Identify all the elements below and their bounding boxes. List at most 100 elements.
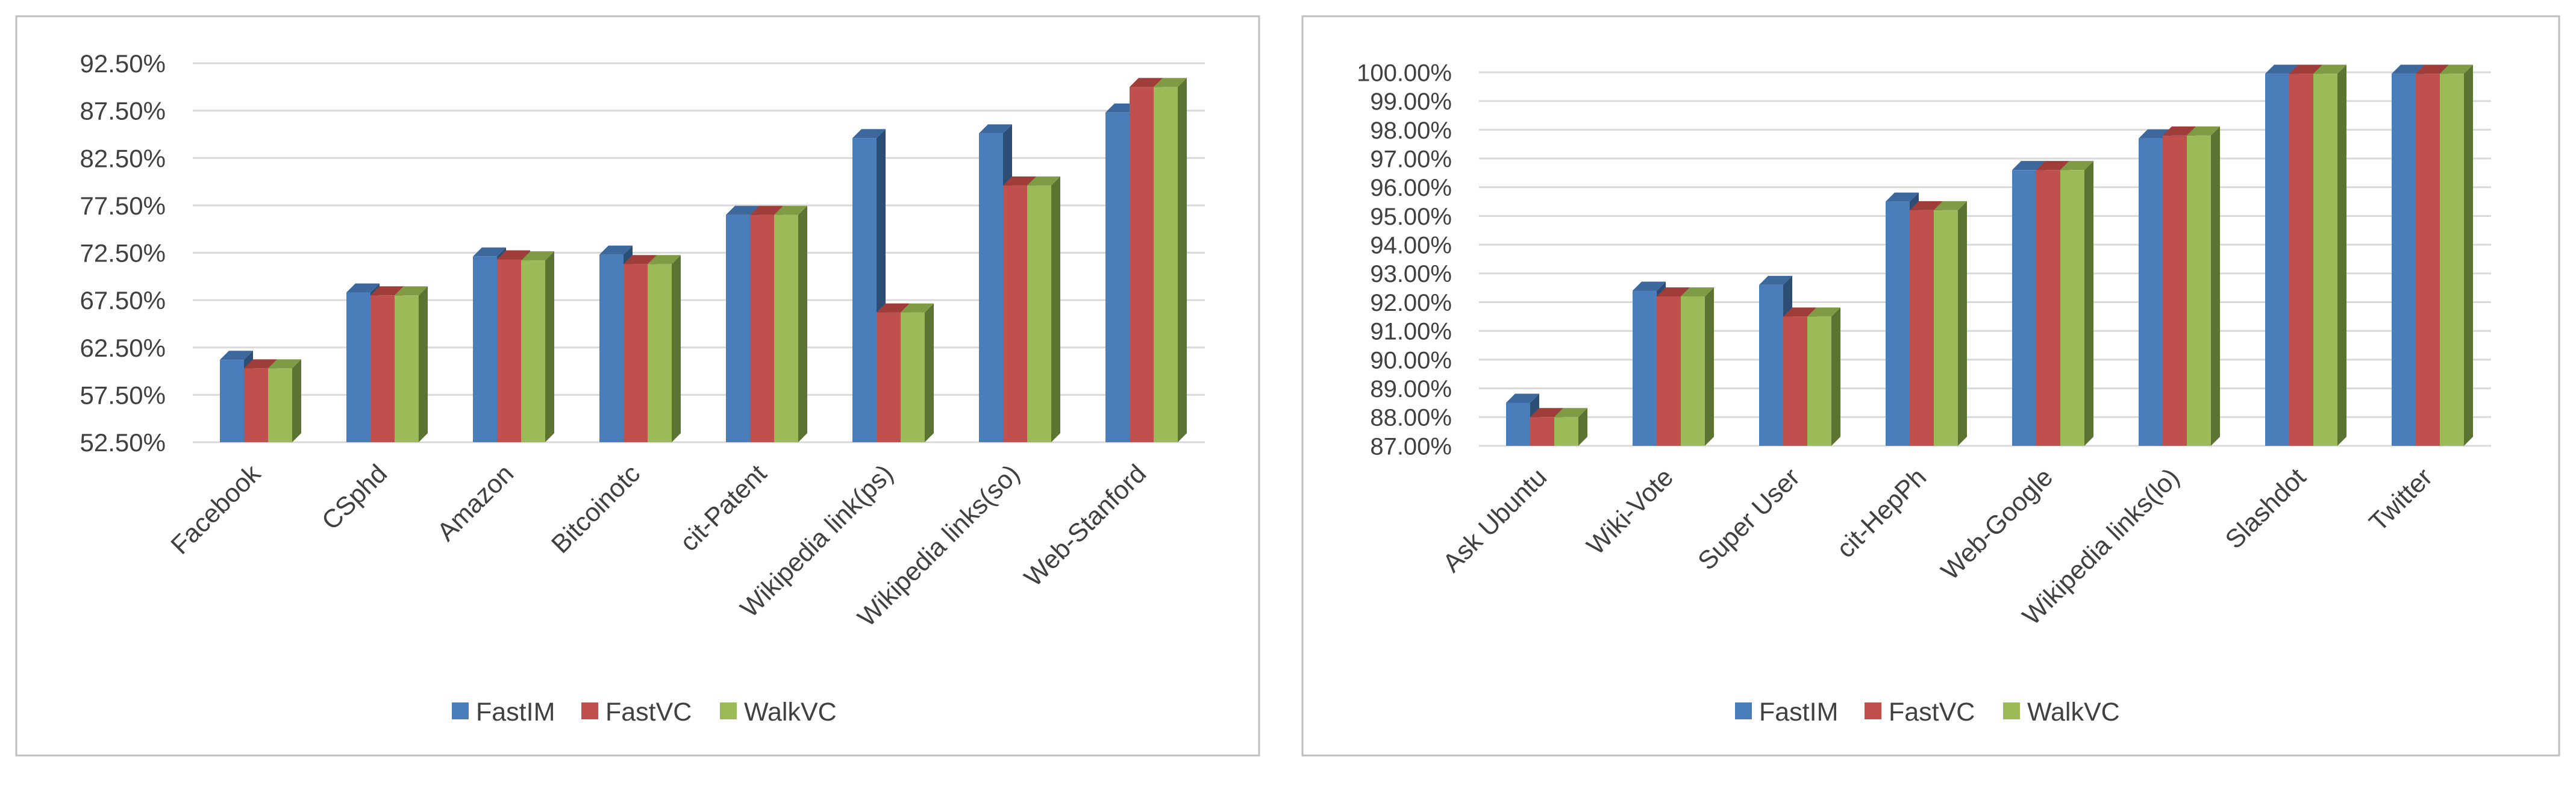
bar-side xyxy=(1051,176,1060,442)
y-tick-label: 91.00% xyxy=(1370,319,1452,345)
bar-front xyxy=(2440,73,2464,446)
bar-side xyxy=(2464,64,2473,446)
bar-front xyxy=(2012,170,2036,446)
bar-side xyxy=(545,251,554,442)
bar-group-cit-patent xyxy=(726,205,807,442)
legend-label: FastIM xyxy=(476,698,555,727)
bar-side xyxy=(1831,307,1840,446)
y-tick-label: 57.50% xyxy=(80,381,166,409)
bar-side xyxy=(798,205,807,442)
y-tick-label: 99.00% xyxy=(1370,89,1452,115)
legend-swatch xyxy=(1735,702,1752,719)
legend: FastIM FastVC WalkVC xyxy=(452,698,837,727)
bar-top xyxy=(1027,176,1060,186)
bar-top xyxy=(2440,64,2473,74)
bar-top xyxy=(1633,281,1666,291)
bar-top xyxy=(1506,393,1539,403)
bar-walkvc-super-user xyxy=(1807,307,1840,446)
bar-top xyxy=(1759,275,1792,285)
y-tick-label: 92.00% xyxy=(1370,290,1452,316)
bar-walkvc-facebook xyxy=(268,359,301,442)
bar-top xyxy=(1130,78,1163,87)
bar-front xyxy=(1934,210,1958,446)
y-tick-label: 90.00% xyxy=(1370,347,1452,374)
y-axis: 52.50% 57.50% 62.50% 67.50% 72.50% 77.50% 82.5… xyxy=(80,49,166,457)
bar-top xyxy=(877,303,910,313)
bar-front xyxy=(1027,185,1051,442)
bar-walkvc-ask-ubuntu xyxy=(1554,408,1587,446)
bar-front xyxy=(2139,138,2163,446)
bar-side xyxy=(2211,126,2220,446)
y-tick-label: 97.00% xyxy=(1370,146,1452,172)
bar-top xyxy=(2060,161,2093,170)
bar-front xyxy=(726,214,750,442)
bar-top xyxy=(521,251,554,261)
bar-group-twitter xyxy=(2392,64,2473,446)
y-tick-label: 62.50% xyxy=(80,334,166,362)
bar-front xyxy=(648,264,672,442)
bar-front xyxy=(1003,185,1027,442)
bar-top xyxy=(2289,64,2322,74)
bar-group-web-google xyxy=(2012,161,2093,446)
y-tick-label: 72.50% xyxy=(80,239,166,267)
bar-front xyxy=(1657,296,1681,446)
bar-group-wikipedia-links-lo xyxy=(2139,126,2220,446)
bar-walkvc-slashdot xyxy=(2313,64,2346,446)
legend-item-fastim: FastIM xyxy=(452,698,555,727)
bar-top xyxy=(1554,408,1587,418)
bar-group-ask-ubuntu xyxy=(1506,393,1587,446)
bar-front xyxy=(2313,73,2337,446)
legend-label: WalkVC xyxy=(2027,698,2120,727)
bar-front xyxy=(473,256,497,442)
legend-swatch xyxy=(1865,702,1881,719)
bar-top xyxy=(244,359,277,369)
bar-walkvc-web-stanford xyxy=(1154,78,1187,442)
bar-front xyxy=(1681,296,1705,446)
bar-top xyxy=(1681,287,1714,296)
bar-front xyxy=(1886,201,1910,446)
legend-item-fastvc: FastVC xyxy=(1865,698,1975,727)
y-tick-label: 96.00% xyxy=(1370,175,1452,201)
bar-front xyxy=(1154,87,1178,442)
bar-top xyxy=(1003,176,1036,186)
bar-front xyxy=(1105,112,1130,442)
bar-top xyxy=(1657,287,1690,296)
y-tick-label: 88.00% xyxy=(1370,405,1452,431)
bar-front xyxy=(370,295,395,442)
bar-top xyxy=(1783,307,1816,317)
bar-top xyxy=(370,286,404,296)
bar-top xyxy=(1934,201,1967,210)
legend-label: WalkVC xyxy=(744,698,837,727)
bar-front xyxy=(979,133,1003,443)
bar-top xyxy=(220,351,253,360)
bar-walkvc-web-google xyxy=(2060,161,2093,446)
bar-front xyxy=(599,254,624,442)
legend: FastIM FastVC WalkVC xyxy=(1735,698,2120,727)
y-tick-label: 87.50% xyxy=(80,97,166,125)
chart-left: 52.50% 57.50% 62.50% 67.50% 72.50% 77.50% 82.5… xyxy=(15,15,1260,757)
bar-group-web-stanford xyxy=(1105,78,1187,442)
bar-side xyxy=(419,286,428,442)
bar-top xyxy=(852,129,886,139)
bar-front xyxy=(2265,73,2289,446)
bar-group-bitcoinotc xyxy=(599,245,681,442)
bar-front xyxy=(901,312,925,442)
bar-group-facebook xyxy=(220,351,301,442)
bar-top xyxy=(1886,192,1919,202)
legend-item-fastvc: FastVC xyxy=(581,698,692,727)
y-tick-label: 87.00% xyxy=(1370,433,1452,460)
y-tick-label: 52.50% xyxy=(80,428,166,457)
bar-front xyxy=(2036,170,2060,446)
bar-top xyxy=(2163,126,2196,136)
bar-group-super-user xyxy=(1759,275,1840,446)
y-tick-label: 95.00% xyxy=(1370,204,1452,230)
bar-top xyxy=(2012,161,2045,170)
bar-group-wikipedia-link-ps xyxy=(852,129,934,443)
bar-front xyxy=(1910,210,1934,446)
bar-front xyxy=(1759,284,1783,446)
bar-front xyxy=(244,368,268,442)
bar-front xyxy=(346,292,370,442)
bar-walkvc-wikipedia-links-lo xyxy=(2187,126,2220,446)
bar-top xyxy=(726,205,759,215)
